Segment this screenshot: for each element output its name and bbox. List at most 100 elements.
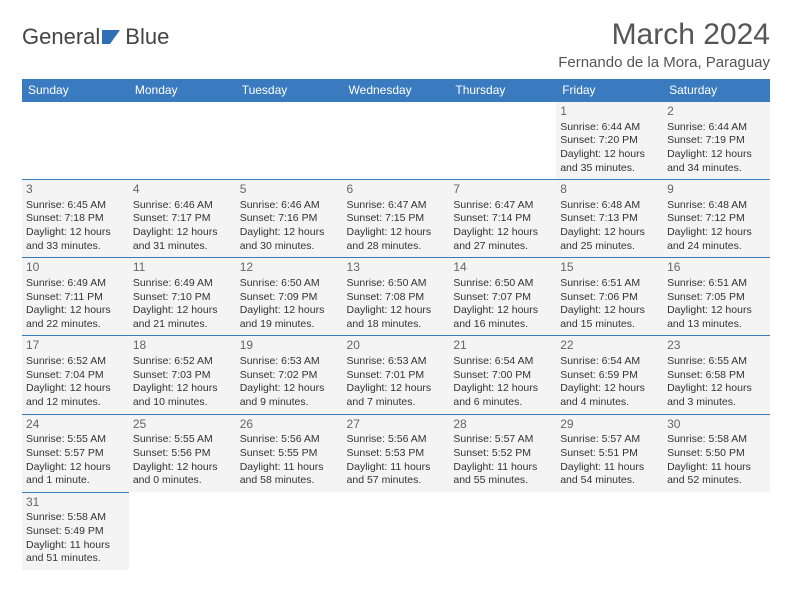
calendar-row: 3Sunrise: 6:45 AMSunset: 7:18 PMDaylight… <box>22 180 770 258</box>
calendar-cell: 7Sunrise: 6:47 AMSunset: 7:14 PMDaylight… <box>449 180 556 258</box>
daylight1-text: Daylight: 12 hours <box>133 304 232 318</box>
sunrise-text: Sunrise: 6:46 AM <box>240 199 339 213</box>
daylight2-text: and 24 minutes. <box>667 240 766 254</box>
sunrise-text: Sunrise: 6:44 AM <box>667 121 766 135</box>
daylight1-text: Daylight: 12 hours <box>133 382 232 396</box>
flag-icon <box>102 24 124 50</box>
weekday-header: Wednesday <box>343 79 450 102</box>
day-number: 26 <box>240 417 339 433</box>
day-number: 16 <box>667 260 766 276</box>
day-number: 29 <box>560 417 659 433</box>
sunrise-text: Sunrise: 5:56 AM <box>240 433 339 447</box>
day-number: 2 <box>667 104 766 120</box>
calendar-cell: 27Sunrise: 5:56 AMSunset: 5:53 PMDayligh… <box>343 414 450 492</box>
calendar-cell <box>129 492 236 570</box>
calendar-cell: 31Sunrise: 5:58 AMSunset: 5:49 PMDayligh… <box>22 492 129 570</box>
sunrise-text: Sunrise: 6:46 AM <box>133 199 232 213</box>
calendar-cell: 26Sunrise: 5:56 AMSunset: 5:55 PMDayligh… <box>236 414 343 492</box>
daylight1-text: Daylight: 12 hours <box>347 304 446 318</box>
title-block: March 2024 Fernando de la Mora, Paraguay <box>558 18 770 71</box>
daylight2-text: and 0 minutes. <box>133 474 232 488</box>
calendar-cell: 19Sunrise: 6:53 AMSunset: 7:02 PMDayligh… <box>236 336 343 414</box>
daylight2-text: and 33 minutes. <box>26 240 125 254</box>
calendar-cell <box>449 102 556 180</box>
daylight1-text: Daylight: 12 hours <box>240 304 339 318</box>
day-number: 20 <box>347 338 446 354</box>
daylight2-text: and 27 minutes. <box>453 240 552 254</box>
day-number: 8 <box>560 182 659 198</box>
day-number: 12 <box>240 260 339 276</box>
calendar-cell: 8Sunrise: 6:48 AMSunset: 7:13 PMDaylight… <box>556 180 663 258</box>
daylight2-text: and 25 minutes. <box>560 240 659 254</box>
daylight2-text: and 18 minutes. <box>347 318 446 332</box>
sunset-text: Sunset: 7:11 PM <box>26 291 125 305</box>
sunset-text: Sunset: 7:13 PM <box>560 212 659 226</box>
calendar-cell: 25Sunrise: 5:55 AMSunset: 5:56 PMDayligh… <box>129 414 236 492</box>
calendar-cell: 30Sunrise: 5:58 AMSunset: 5:50 PMDayligh… <box>663 414 770 492</box>
sunset-text: Sunset: 7:18 PM <box>26 212 125 226</box>
calendar-cell: 21Sunrise: 6:54 AMSunset: 7:00 PMDayligh… <box>449 336 556 414</box>
sunset-text: Sunset: 5:50 PM <box>667 447 766 461</box>
weekday-header: Friday <box>556 79 663 102</box>
daylight2-text: and 31 minutes. <box>133 240 232 254</box>
sunset-text: Sunset: 5:57 PM <box>26 447 125 461</box>
calendar-cell <box>663 492 770 570</box>
sunset-text: Sunset: 7:15 PM <box>347 212 446 226</box>
weekday-header: Sunday <box>22 79 129 102</box>
daylight1-text: Daylight: 12 hours <box>240 382 339 396</box>
daylight2-text: and 30 minutes. <box>240 240 339 254</box>
daylight2-text: and 19 minutes. <box>240 318 339 332</box>
calendar-cell: 4Sunrise: 6:46 AMSunset: 7:17 PMDaylight… <box>129 180 236 258</box>
day-number: 18 <box>133 338 232 354</box>
daylight1-text: Daylight: 12 hours <box>560 304 659 318</box>
calendar-cell: 22Sunrise: 6:54 AMSunset: 6:59 PMDayligh… <box>556 336 663 414</box>
sunrise-text: Sunrise: 5:55 AM <box>26 433 125 447</box>
sunset-text: Sunset: 7:09 PM <box>240 291 339 305</box>
daylight1-text: Daylight: 11 hours <box>240 461 339 475</box>
sunrise-text: Sunrise: 6:51 AM <box>560 277 659 291</box>
daylight1-text: Daylight: 12 hours <box>453 382 552 396</box>
calendar-cell: 18Sunrise: 6:52 AMSunset: 7:03 PMDayligh… <box>129 336 236 414</box>
calendar-row: 17Sunrise: 6:52 AMSunset: 7:04 PMDayligh… <box>22 336 770 414</box>
sunset-text: Sunset: 7:19 PM <box>667 134 766 148</box>
weekday-header-row: Sunday Monday Tuesday Wednesday Thursday… <box>22 79 770 102</box>
calendar-cell <box>343 102 450 180</box>
day-number: 9 <box>667 182 766 198</box>
daylight1-text: Daylight: 12 hours <box>347 382 446 396</box>
sunrise-text: Sunrise: 6:44 AM <box>560 121 659 135</box>
sunset-text: Sunset: 5:51 PM <box>560 447 659 461</box>
daylight1-text: Daylight: 12 hours <box>667 382 766 396</box>
sunrise-text: Sunrise: 6:53 AM <box>347 355 446 369</box>
daylight1-text: Daylight: 11 hours <box>453 461 552 475</box>
daylight2-text: and 1 minute. <box>26 474 125 488</box>
location-subtitle: Fernando de la Mora, Paraguay <box>558 54 770 71</box>
calendar-row: 1Sunrise: 6:44 AMSunset: 7:20 PMDaylight… <box>22 102 770 180</box>
calendar-row: 24Sunrise: 5:55 AMSunset: 5:57 PM Dayligh… <box>22 414 770 492</box>
daylight2-text: and 6 minutes. <box>453 396 552 410</box>
calendar-cell: 23Sunrise: 6:55 AMSunset: 6:58 PMDayligh… <box>663 336 770 414</box>
daylight2-text: and 9 minutes. <box>240 396 339 410</box>
calendar-cell <box>556 492 663 570</box>
sunrise-text: Sunrise: 6:53 AM <box>240 355 339 369</box>
daylight1-text: Daylight: 12 hours <box>347 226 446 240</box>
daylight2-text: and 21 minutes. <box>133 318 232 332</box>
daylight2-text: and 3 minutes. <box>667 396 766 410</box>
sunrise-text: Sunrise: 6:50 AM <box>347 277 446 291</box>
sunset-text: Sunset: 7:04 PM <box>26 369 125 383</box>
calendar-cell: 14Sunrise: 6:50 AMSunset: 7:07 PMDayligh… <box>449 258 556 336</box>
sunset-text: Sunset: 7:08 PM <box>347 291 446 305</box>
calendar-cell: 12Sunrise: 6:50 AMSunset: 7:09 PMDayligh… <box>236 258 343 336</box>
sunrise-text: Sunrise: 6:50 AM <box>453 277 552 291</box>
calendar-cell: 6Sunrise: 6:47 AMSunset: 7:15 PMDaylight… <box>343 180 450 258</box>
day-number: 23 <box>667 338 766 354</box>
daylight1-text: Daylight: 12 hours <box>667 304 766 318</box>
day-number: 15 <box>560 260 659 276</box>
calendar-cell: 24Sunrise: 5:55 AMSunset: 5:57 PMDayligh… <box>22 414 129 492</box>
calendar-cell: 5Sunrise: 6:46 AMSunset: 7:16 PMDaylight… <box>236 180 343 258</box>
daylight2-text: and 35 minutes. <box>560 162 659 176</box>
day-number: 31 <box>26 495 125 511</box>
day-number: 24 <box>26 417 125 433</box>
sunrise-text: Sunrise: 6:52 AM <box>133 355 232 369</box>
daylight1-text: Daylight: 12 hours <box>133 226 232 240</box>
sunset-text: Sunset: 6:58 PM <box>667 369 766 383</box>
